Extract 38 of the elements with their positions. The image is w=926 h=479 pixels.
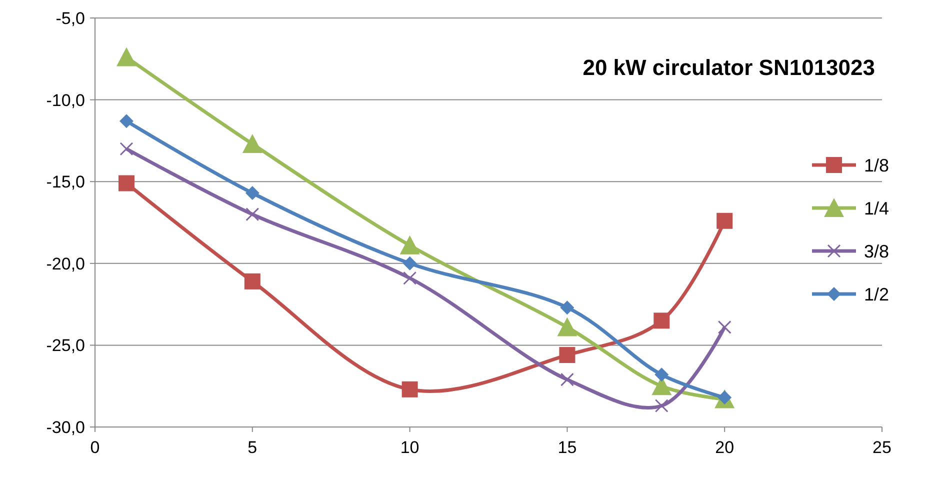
legend-label: 3/8 (864, 241, 890, 262)
point (246, 208, 260, 222)
y-tick-label: -25,0 (46, 336, 85, 356)
point (402, 256, 417, 270)
legend-label: 1/8 (864, 155, 890, 176)
point (718, 320, 732, 334)
point (242, 134, 262, 153)
x-tick-label: 5 (248, 438, 258, 457)
point (244, 273, 260, 290)
point (403, 271, 417, 285)
y-tick-label: -30,0 (46, 418, 85, 437)
point (245, 186, 260, 200)
text: 20 kW circulator SN1013023 (582, 55, 875, 80)
point (557, 317, 578, 336)
point (654, 368, 669, 382)
point (402, 381, 418, 398)
point (654, 398, 668, 412)
point (118, 175, 134, 192)
y-tick-label: -20,0 (46, 254, 85, 274)
y-tick-label: -10,0 (46, 90, 85, 110)
x-tick-label: 25 (872, 438, 892, 457)
point (120, 142, 134, 156)
x-tick-label: 20 (715, 438, 734, 457)
x-tick-label: 0 (90, 438, 100, 457)
point (119, 114, 134, 128)
point (560, 372, 574, 386)
y-tick-label: -5,0 (56, 8, 85, 28)
point (400, 235, 420, 254)
point (116, 47, 136, 66)
x-tick-label: 10 (400, 438, 420, 457)
point (654, 312, 670, 329)
point (559, 347, 576, 364)
point (716, 212, 733, 229)
legend-label: 1/2 (864, 284, 890, 304)
legend-label: 1/4 (864, 198, 890, 218)
y-tick-label: -15,0 (46, 172, 85, 192)
x-tick-label: 15 (558, 438, 577, 457)
point (560, 300, 574, 315)
